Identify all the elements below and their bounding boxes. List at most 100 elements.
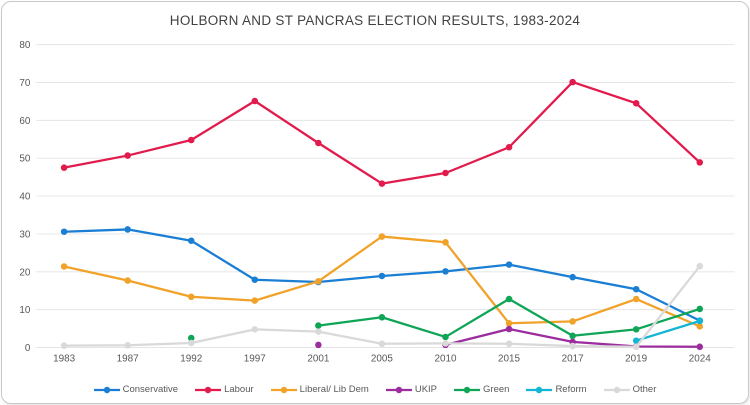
legend-marker-icon-ukip <box>385 386 412 393</box>
point-labour-2019 <box>632 100 640 107</box>
y-tick-label: 10 <box>19 305 31 316</box>
point-labour-2015 <box>505 143 513 151</box>
series-line-reform <box>635 319 701 342</box>
point-conservative-1983 <box>60 228 68 235</box>
point-green-2017 <box>569 332 576 340</box>
point-conservative-1992 <box>187 237 195 244</box>
point-other-2001 <box>315 328 322 335</box>
chart-title: HOLBORN AND ST PANCRAS ELECTION RESULTS,… <box>169 13 581 28</box>
point-other-1997 <box>251 326 259 333</box>
point-conservative-2019 <box>632 285 640 293</box>
legend-marker-icon-reform <box>526 386 553 393</box>
point-other-2024 <box>696 262 704 270</box>
legend-marker-icon-labour <box>195 386 222 393</box>
legend-label: Labour <box>224 384 254 395</box>
point-conservative-1987 <box>124 226 131 233</box>
point-liberal-lib-dem-2001 <box>315 278 322 285</box>
point-ukip-2024 <box>696 343 704 351</box>
point-labour-2010 <box>442 169 449 177</box>
point-labour-1987 <box>124 152 131 159</box>
legend-item-conservative[interactable]: Conservative <box>93 384 179 395</box>
point-labour-1997 <box>251 97 259 105</box>
x-tick-label: 2001 <box>307 353 330 364</box>
point-liberal-lib-dem-1992 <box>187 293 195 301</box>
point-conservative-2015 <box>505 261 513 268</box>
point-other-2005 <box>378 340 386 348</box>
y-tick-label: 70 <box>19 78 31 89</box>
y-tick-label: 50 <box>19 154 31 165</box>
series-line-liberal-lib-dem <box>62 235 701 328</box>
legend-label: Green <box>483 384 510 395</box>
point-green-2005 <box>378 313 386 321</box>
x-tick-label: 2005 <box>371 353 394 364</box>
legend-item-other[interactable]: Other <box>603 384 657 395</box>
x-tick-label: 2024 <box>689 353 712 364</box>
point-liberal-lib-dem-1987 <box>124 277 131 284</box>
point-conservative-1997 <box>251 276 259 283</box>
point-liberal-lib-dem-2010 <box>442 239 449 246</box>
x-tick-label: 1992 <box>180 353 202 364</box>
point-ukip-2015 <box>505 325 513 333</box>
point-liberal-lib-dem-1997 <box>251 297 259 304</box>
point-labour-1983 <box>60 164 68 171</box>
point-other-2015 <box>505 340 513 348</box>
legend-item-green[interactable]: Green <box>454 384 509 395</box>
point-labour-2005 <box>378 180 386 187</box>
point-green-2010 <box>442 333 449 341</box>
point-liberal-lib-dem-2019 <box>632 295 640 303</box>
point-other-2017 <box>569 342 576 350</box>
point-labour-2017 <box>569 78 576 86</box>
series-line-labour <box>62 80 701 185</box>
legend-marker-icon-green <box>454 386 481 393</box>
point-liberal-lib-dem-2005 <box>378 233 386 240</box>
x-tick-label: 1997 <box>244 353 266 364</box>
x-tick-label: 2010 <box>434 353 457 364</box>
point-other-1987 <box>124 342 131 349</box>
point-green-2015 <box>505 295 513 303</box>
point-green-2001 <box>315 322 322 329</box>
legend-label: Conservative <box>122 384 179 395</box>
legend-marker-icon-liberal-lib-dem <box>270 386 297 393</box>
point-reform-2024 <box>696 317 704 325</box>
point-other-1983 <box>60 342 68 349</box>
legend-label: Liberal/ Lib Dem <box>299 384 369 395</box>
x-tick-label: 2017 <box>562 353 584 364</box>
legend-label: Reform <box>555 384 587 395</box>
legend-item-liberal-lib-dem[interactable]: Liberal/ Lib Dem <box>270 384 369 395</box>
point-liberal-lib-dem-1983 <box>60 263 68 270</box>
y-tick-label: 20 <box>19 267 31 278</box>
y-tick-label: 40 <box>19 192 31 203</box>
point-other-2010 <box>442 340 449 347</box>
point-green-2019 <box>632 326 640 333</box>
point-ukip-2001 <box>315 341 322 349</box>
point-liberal-lib-dem-2015 <box>505 320 513 327</box>
point-conservative-2010 <box>442 268 449 275</box>
legend-marker-icon-conservative <box>93 386 120 393</box>
point-other-1992 <box>187 339 195 347</box>
legend-item-labour[interactable]: Labour <box>195 384 254 395</box>
y-tick-label: 0 <box>25 343 31 354</box>
point-other-2019 <box>632 343 640 351</box>
x-tick-label: 2019 <box>625 353 648 364</box>
legend-label: Other <box>632 384 657 395</box>
point-conservative-2005 <box>378 272 386 280</box>
legend-label: UKIP <box>414 384 438 395</box>
y-tick-label: 30 <box>19 229 31 240</box>
point-conservative-2017 <box>569 273 576 281</box>
point-liberal-lib-dem-2024 <box>696 323 704 330</box>
y-tick-label: 80 <box>19 40 31 51</box>
point-reform-2019 <box>632 337 640 344</box>
legend-item-ukip[interactable]: UKIP <box>385 384 438 395</box>
point-green-1992 <box>187 334 195 342</box>
x-tick-label: 1983 <box>53 353 76 364</box>
y-tick-label: 60 <box>19 116 31 127</box>
point-labour-2001 <box>315 139 322 147</box>
x-tick-label: 1987 <box>117 353 139 364</box>
legend-item-reform[interactable]: Reform <box>526 384 587 395</box>
point-green-2024 <box>696 305 704 313</box>
x-tick-label: 2015 <box>498 353 521 364</box>
chart-legend: Conservative Labour Liberal/ Lib Dem UKIP Gr… <box>2 384 748 395</box>
point-labour-1992 <box>187 136 195 144</box>
